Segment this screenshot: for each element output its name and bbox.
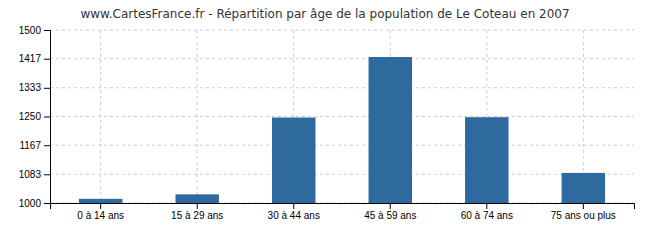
bar xyxy=(272,118,315,203)
bars xyxy=(79,57,605,203)
grid-line xyxy=(50,30,634,31)
grid-line xyxy=(50,174,634,175)
axis-line xyxy=(51,204,635,210)
tick: 60 à 74 ans xyxy=(461,203,513,221)
tick-mark xyxy=(197,203,198,209)
tick: 1083 xyxy=(19,169,50,180)
tick-label: 1250 xyxy=(19,111,42,122)
tick-mark xyxy=(44,59,50,60)
tick: 30 à 44 ans xyxy=(268,203,320,221)
tick: 1000 xyxy=(19,198,50,209)
tick-mark xyxy=(100,203,101,209)
tick-label: 1167 xyxy=(19,140,41,151)
grid-line xyxy=(50,116,634,117)
tick-label: 0 à 14 ans xyxy=(77,210,124,221)
grid-line xyxy=(50,58,634,59)
x-axis: 0 à 14 ans 15 à 29 ans 30 à 44 ans 45 à 59 … xyxy=(51,203,635,221)
grid-line xyxy=(100,30,101,203)
tick-label: 1000 xyxy=(19,198,42,209)
tick-mark xyxy=(44,145,50,146)
tick: 15 à 29 ans xyxy=(171,203,223,221)
grid-line xyxy=(50,87,634,88)
tick: 1417 xyxy=(19,53,50,64)
bar xyxy=(369,57,412,203)
axis-line xyxy=(44,31,51,204)
tick-label: 1500 xyxy=(19,25,42,36)
tick-mark xyxy=(583,203,584,209)
tick: 0 à 14 ans xyxy=(77,203,124,221)
tick-mark xyxy=(44,203,50,204)
grid-line xyxy=(197,30,198,203)
tick: 1167 xyxy=(19,140,50,151)
chart: www.CartesFrance.fr - Répartition par âg… xyxy=(0,0,650,229)
bar xyxy=(79,199,122,203)
tick-label: 1083 xyxy=(19,169,42,180)
tick-mark xyxy=(486,203,487,209)
tick: 1333 xyxy=(19,82,50,93)
tick-mark xyxy=(390,203,391,209)
bar xyxy=(562,173,605,203)
tick: 75 ans ou plus xyxy=(551,203,616,221)
grid-line xyxy=(50,145,634,146)
tick: 1250 xyxy=(19,111,50,122)
y-axis: 1000 1083 1167 1250 1333 1417 1500 xyxy=(19,25,51,209)
tick: 45 à 59 ans xyxy=(364,203,416,221)
title: www.CartesFrance.fr - Répartition par âg… xyxy=(80,7,569,21)
grid xyxy=(50,30,634,203)
tick-label: 60 à 74 ans xyxy=(461,210,513,221)
tick-label: 45 à 59 ans xyxy=(364,210,416,221)
tick-label: 1333 xyxy=(19,82,42,93)
tick-label: 1417 xyxy=(19,53,42,64)
plot: 1000 1083 1167 1250 1333 1417 1500 0 à 14 ans 15… xyxy=(19,25,635,229)
tick-mark xyxy=(293,203,294,209)
tick-mark xyxy=(44,117,50,118)
tick-label: 75 ans ou plus xyxy=(551,210,616,221)
tick-label: 30 à 44 ans xyxy=(268,210,320,221)
bar xyxy=(465,117,508,203)
tick-mark xyxy=(44,174,50,175)
tick: 1500 xyxy=(19,25,50,36)
tick-mark xyxy=(44,30,50,31)
tick-mark xyxy=(44,88,50,89)
tick-label: 15 à 29 ans xyxy=(171,210,223,221)
bar xyxy=(175,194,218,203)
